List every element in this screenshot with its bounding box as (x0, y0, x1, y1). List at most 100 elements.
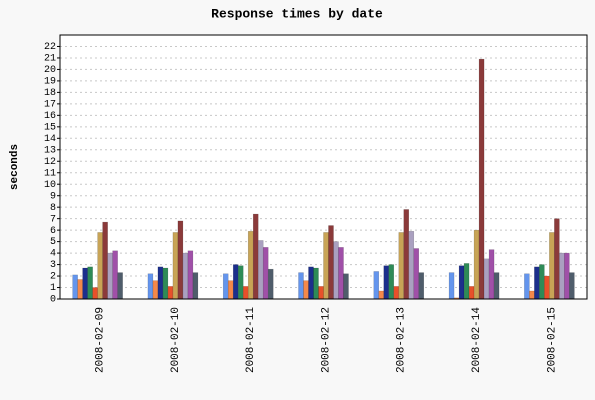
x-tick-label: 2008-02-09 (95, 307, 107, 373)
bar (147, 273, 154, 300)
bar (102, 221, 108, 300)
y-tick-label: 5 (50, 237, 56, 248)
bar (82, 267, 88, 300)
bar (544, 275, 550, 300)
chart-title: Response times by date (211, 6, 383, 21)
bar (534, 266, 540, 300)
x-tick-label: 2008-02-12 (320, 307, 332, 373)
bar (237, 265, 244, 300)
bar (458, 265, 465, 300)
plot-frame (59, 34, 588, 300)
bar (564, 252, 570, 300)
bar (97, 232, 103, 300)
y-axis-label: seconds (9, 144, 21, 190)
bar (398, 232, 405, 300)
bar (257, 240, 264, 300)
bar (393, 286, 400, 300)
bar (157, 266, 164, 300)
x-tick-label: 2008-02-13 (396, 307, 408, 373)
y-tick-label: 16 (44, 111, 56, 122)
y-tick-label: 21 (44, 54, 56, 65)
bar (383, 265, 390, 300)
bar (313, 267, 319, 300)
bar (408, 231, 415, 300)
bar (539, 264, 545, 300)
y-tick-label: 14 (44, 134, 56, 145)
x-tick-label: 2008-02-15 (546, 307, 558, 373)
bar (167, 286, 174, 300)
bar (303, 280, 309, 300)
bar (488, 249, 495, 300)
bar (247, 231, 254, 300)
y-tick-label: 15 (44, 122, 56, 133)
y-tick-label: 7 (50, 214, 56, 225)
y-tick-label: 6 (50, 226, 56, 237)
bar (298, 272, 304, 300)
y-tick-label: 0 (50, 295, 56, 306)
y-tick-label: 3 (50, 260, 56, 271)
x-tick-label: 2008-02-11 (245, 307, 257, 373)
bar (318, 286, 324, 300)
bar (388, 264, 395, 300)
bar (72, 274, 78, 300)
bar (529, 290, 535, 300)
bar (77, 279, 83, 300)
bar (468, 286, 475, 300)
bar (418, 272, 425, 300)
bar (117, 272, 123, 300)
bar (478, 58, 485, 300)
bar (549, 232, 555, 300)
bar (333, 241, 339, 300)
bar (152, 280, 159, 300)
bar (192, 272, 199, 300)
y-tick-label: 20 (44, 65, 56, 76)
y-tick-label: 10 (44, 180, 56, 191)
bar (373, 271, 380, 300)
bar (92, 287, 98, 300)
bar (448, 272, 455, 300)
bar (413, 248, 420, 300)
y-tick-label: 11 (44, 168, 56, 179)
bar (378, 290, 385, 300)
bar (107, 252, 113, 300)
bar (232, 264, 239, 300)
bar (182, 252, 189, 300)
bar (483, 258, 490, 300)
bar (524, 273, 530, 300)
bar (172, 232, 179, 300)
y-tick-label: 17 (44, 100, 56, 111)
bar (473, 229, 480, 300)
y-tick-label: 4 (50, 249, 56, 260)
y-tick-label: 8 (50, 203, 56, 214)
y-tick-label: 13 (44, 145, 56, 156)
bar (493, 272, 500, 300)
bar (323, 232, 329, 300)
bar (227, 280, 234, 300)
bar (403, 209, 410, 300)
bar (222, 273, 229, 300)
bar (328, 225, 334, 300)
bar (554, 218, 560, 300)
y-tick-label: 22 (44, 42, 56, 53)
bar (242, 286, 249, 300)
bar (559, 252, 565, 300)
y-tick-label: 12 (44, 157, 56, 168)
bar (308, 266, 314, 300)
bar (187, 250, 194, 300)
bar (463, 263, 470, 300)
x-tick-label: 2008-02-10 (170, 307, 182, 373)
bar (177, 220, 184, 300)
bar (112, 250, 118, 300)
bar (87, 266, 93, 300)
bar (252, 213, 259, 300)
bar (267, 268, 274, 300)
y-tick-label: 2 (50, 272, 56, 283)
bar (162, 267, 169, 300)
bar (262, 247, 269, 300)
bar (338, 247, 344, 300)
y-tick-label: 18 (44, 88, 56, 99)
y-tick-label: 19 (44, 77, 56, 88)
bar (343, 273, 349, 300)
x-tick-label: 2008-02-14 (471, 307, 483, 373)
